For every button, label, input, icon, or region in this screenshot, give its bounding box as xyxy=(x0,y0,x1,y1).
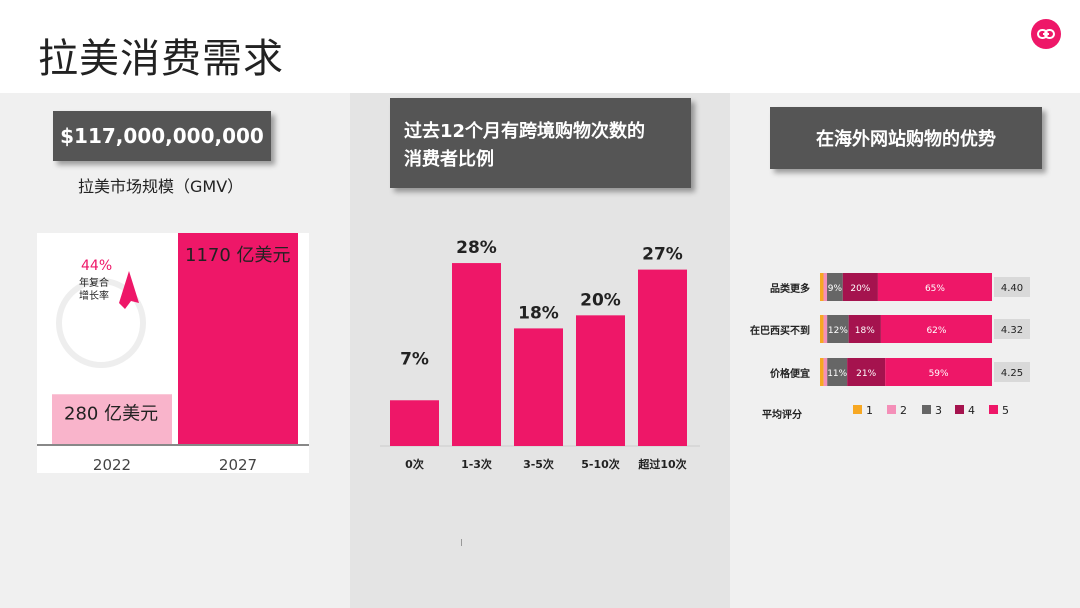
divider-mark xyxy=(461,539,462,546)
stack-average-box xyxy=(994,362,1030,382)
gmv-chart: 44% 年复合 增长率 280 亿美元 2022 1170 亿美元 2027 xyxy=(37,233,309,474)
stack-segment-label: 65% xyxy=(925,284,945,294)
stack-average-box xyxy=(994,277,1030,297)
legend-swatch xyxy=(853,405,862,414)
frequency-value-label: 20% xyxy=(580,290,621,310)
advantage-heading: 在海外网站购物的优势 xyxy=(770,107,1042,169)
stack-segment-label: 21% xyxy=(856,369,876,379)
stack-segment-label: 12% xyxy=(828,326,848,336)
frequency-category-label: 超过10次 xyxy=(637,457,686,471)
stack-segment-label: 59% xyxy=(929,369,949,379)
stack-segment xyxy=(820,358,824,386)
stack-segment xyxy=(885,358,992,386)
stack-segment-label: 62% xyxy=(926,326,946,336)
frequency-bar xyxy=(576,315,625,446)
frequency-value-label: 7% xyxy=(400,349,429,369)
stack-segment xyxy=(820,315,824,343)
stack-segment-label: 18% xyxy=(855,326,875,336)
advantage-panel: 在海外网站购物的优势 品类更多 9% 20% 65% 4.40 在巴西买不到 12% 18% 6… xyxy=(730,93,1080,608)
stack-category-label: 品类更多 xyxy=(770,282,810,295)
stack-segment xyxy=(827,358,848,386)
stack-segment-label: 20% xyxy=(850,284,870,294)
growth-arrow-icon xyxy=(119,271,139,309)
legend-label: 1 xyxy=(866,404,873,417)
gmv-bar-label: 1170 亿美元 xyxy=(185,245,291,266)
stack-segment xyxy=(827,273,843,301)
stack-segment xyxy=(877,273,992,301)
advantage-stacked-chart: 品类更多 9% 20% 65% 4.40 在巴西买不到 12% 18% 62% 4.32 价格便宜 1… xyxy=(750,273,1030,421)
frequency-category-label: 3-5次 xyxy=(523,457,554,471)
gmv-bar xyxy=(178,233,298,445)
gmv-bar xyxy=(52,394,172,445)
frequency-category-label: 0次 xyxy=(405,457,424,471)
stack-segment xyxy=(823,273,828,301)
legend-label: 5 xyxy=(1002,404,1009,417)
stack-average-label: 4.32 xyxy=(1001,325,1023,336)
stack-average-box xyxy=(994,319,1030,339)
legend-swatch xyxy=(955,405,964,414)
stack-segment xyxy=(823,358,828,386)
stack-segment xyxy=(823,315,828,343)
gmv-label: 拉美市场规模（GMV） xyxy=(78,177,244,196)
growth-pct: 44% xyxy=(81,258,112,274)
frequency-value-label: 27% xyxy=(642,245,683,265)
legend-label: 3 xyxy=(935,404,942,417)
growth-label-1: 年复合 xyxy=(79,276,109,289)
growth-label-2: 增长率 xyxy=(79,289,109,302)
stack-segment xyxy=(820,273,824,301)
frequency-heading-line1: 过去12个月有跨境购物次数的 xyxy=(404,121,646,142)
frequency-bar xyxy=(514,328,563,446)
legend-title: 平均评分 xyxy=(762,408,802,421)
legend-swatch xyxy=(887,405,896,414)
market-size-panel: $117,000,000,000 拉美市场规模（GMV） 44% 年复合 增长率… xyxy=(0,93,350,608)
frequency-bar xyxy=(390,400,439,446)
frequency-heading: 过去12个月有跨境购物次数的 消费者比例 xyxy=(390,98,691,188)
frequency-bar-chart: 7% 0次 28% 1-3次 18% 3-5次 20% 5-10次 27% 超过10次 xyxy=(380,238,700,471)
stack-segment-label: 11% xyxy=(827,369,847,379)
legend-label: 2 xyxy=(900,404,907,417)
page-title: 拉美消费需求 xyxy=(38,36,284,82)
stack-segment xyxy=(847,358,886,386)
stack-category-label: 在巴西买不到 xyxy=(750,324,810,337)
stack-segment-label: 9% xyxy=(828,284,843,294)
stack-segment xyxy=(848,315,881,343)
frequency-panel: 过去12个月有跨境购物次数的 消费者比例 7% 0次 28% 1-3次 18% 3-5次 2… xyxy=(350,93,730,608)
stack-average-label: 4.40 xyxy=(1001,283,1023,294)
gmv-year-label: 2022 xyxy=(93,456,131,473)
gmv-amount: $117,000,000,000 xyxy=(53,111,271,161)
legend-label: 4 xyxy=(968,404,975,417)
legend-swatch xyxy=(989,405,998,414)
stack-category-label: 价格便宜 xyxy=(770,367,810,380)
frequency-category-label: 1-3次 xyxy=(461,457,492,471)
gmv-year-label: 2027 xyxy=(219,456,257,473)
gmv-bar-label: 280 亿美元 xyxy=(64,403,158,424)
stack-segment xyxy=(880,315,992,343)
stack-average-label: 4.25 xyxy=(1001,368,1023,379)
link-icon[interactable] xyxy=(1031,19,1061,49)
stack-segment xyxy=(827,315,849,343)
growth-badge: 44% 年复合 增长率 xyxy=(56,258,146,368)
frequency-bar xyxy=(452,263,501,446)
legend-swatch xyxy=(922,405,931,414)
frequency-bar xyxy=(638,269,687,446)
stack-segment xyxy=(842,273,878,301)
frequency-heading-line2: 消费者比例 xyxy=(404,149,494,170)
frequency-value-label: 18% xyxy=(518,303,559,323)
frequency-category-label: 5-10次 xyxy=(581,457,620,471)
frequency-value-label: 28% xyxy=(456,238,497,258)
